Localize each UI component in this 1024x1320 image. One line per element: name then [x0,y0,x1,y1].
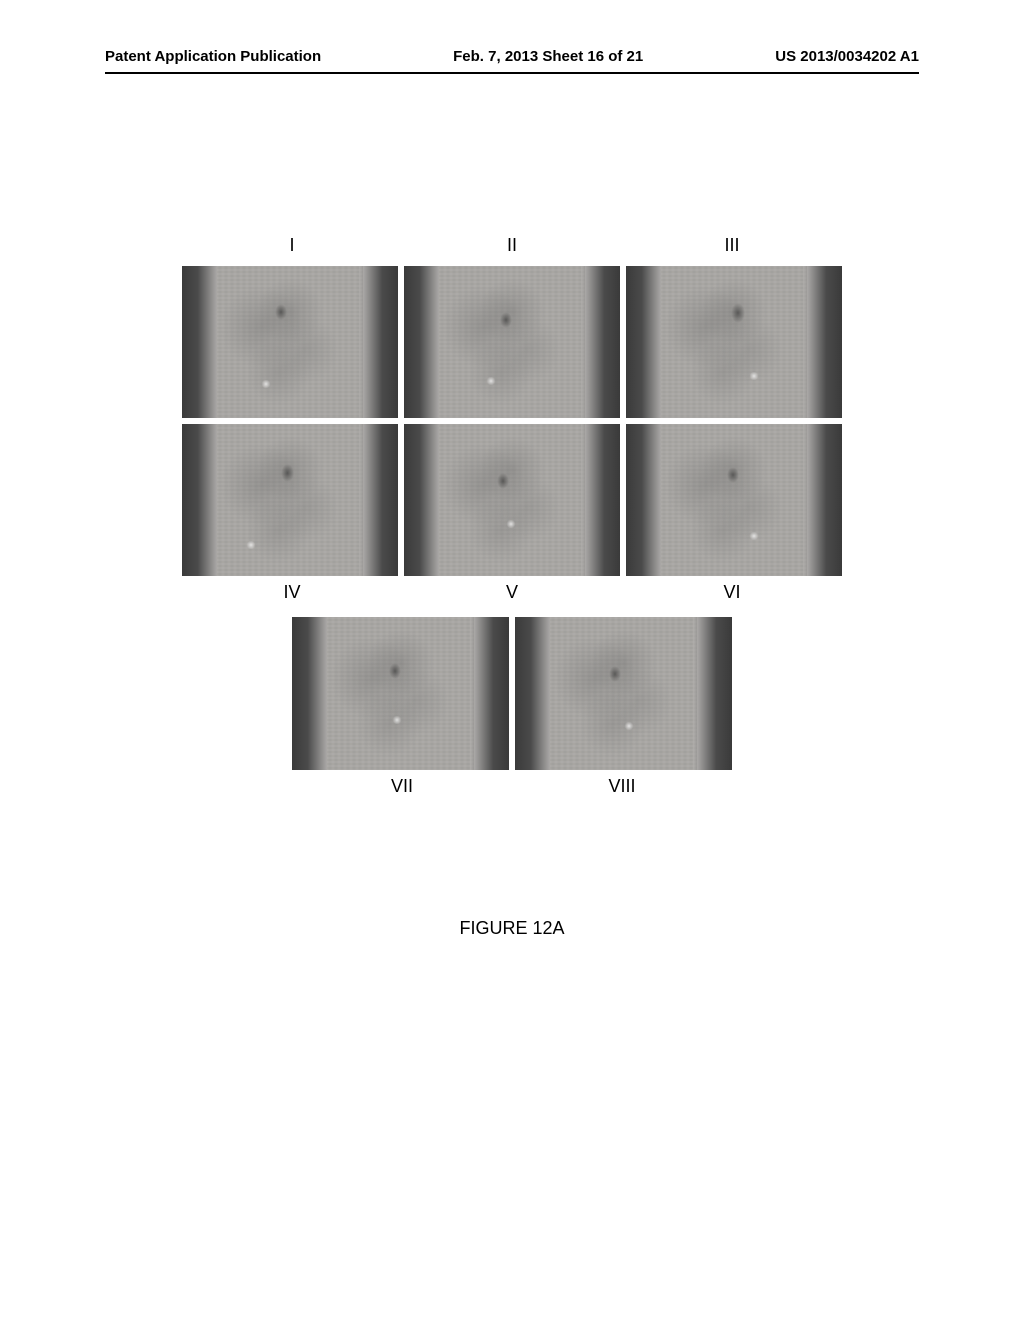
panel-bright-spot [246,541,256,549]
panel-bright-spot [749,532,759,540]
panel-6 [626,424,842,576]
panel-dark-spot [500,312,512,328]
panel-bright-spot [392,716,402,724]
panel-label-6: VI [622,582,842,603]
row1-labels: I II III [182,235,842,256]
header-publication-number: US 2013/0034202 A1 [775,48,919,65]
panel-3 [626,266,842,418]
panel-dark-spot [275,304,287,320]
panel-dark-spot [731,303,745,323]
panel-image [217,424,364,576]
header-row: Patent Application Publication Feb. 7, 2… [105,48,919,65]
panel-2 [404,266,620,418]
panel-image [439,424,586,576]
panel-4 [182,424,398,576]
row3-labels: VII VIII [292,776,732,797]
panel-row-3 [292,617,732,770]
panel-bright-spot [486,377,496,385]
panel-bright-spot [624,722,634,730]
panel-5 [404,424,620,576]
panel-bright-spot [261,380,271,388]
panel-image [439,266,586,418]
panel-dark-spot [389,663,401,679]
panel-dark-spot [497,473,509,489]
header-date-sheet: Feb. 7, 2013 Sheet 16 of 21 [453,48,643,65]
panel-image [550,617,698,770]
panel-dark-spot [281,464,294,482]
header-divider [105,72,919,74]
panel-label-1: I [182,235,402,256]
panel-1 [182,266,398,418]
panel-label-4: IV [182,582,402,603]
figure-area: I II III [150,235,874,797]
figure-caption: FIGURE 12A [459,918,564,939]
panel-bright-spot [506,520,516,528]
row2-labels: IV V VI [182,582,842,603]
panel-image [217,266,364,418]
panel-label-5: V [402,582,622,603]
panel-row-1 [182,266,842,418]
panel-image [661,424,808,576]
panel-label-3: III [622,235,842,256]
page-container: Patent Application Publication Feb. 7, 2… [0,0,1024,1320]
panel-label-8: VIII [512,776,732,797]
panel-8 [515,617,732,770]
panel-dark-spot [727,467,739,483]
panel-label-7: VII [292,776,512,797]
panel-dark-spot [609,666,621,682]
panel-image [327,617,475,770]
panel-row-2 [182,424,842,576]
panel-bright-spot [749,372,759,380]
panel-7 [292,617,509,770]
header-publication-type: Patent Application Publication [105,48,321,65]
panel-image [661,266,808,418]
panel-label-2: II [402,235,622,256]
